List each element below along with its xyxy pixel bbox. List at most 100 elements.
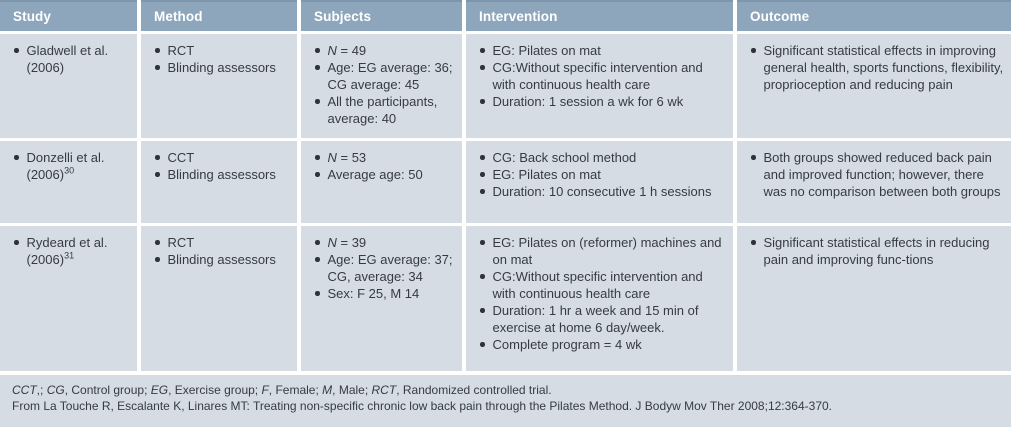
column-header-method: Method: [141, 0, 297, 31]
bullet-item: CG:Without specific intervention and wit…: [477, 59, 728, 93]
item-text: Blinding assessors: [167, 167, 276, 182]
bullet-item: Duration: 1 hr a week and 15 min of exer…: [477, 302, 728, 336]
item-text: RCT: [167, 235, 195, 250]
cell-subjects: N = 53 Average age: 50: [301, 141, 462, 223]
cell-method: CCT Blinding assessors: [141, 141, 297, 223]
bullet-icon: [751, 155, 756, 160]
footnote-abbreviations: CCT,; CG, Control group; EG, Exercise gr…: [12, 383, 552, 397]
bullet-icon: [14, 155, 19, 160]
bullet-item: CG:Without specific intervention and wit…: [477, 268, 728, 302]
item-text: EG: Pilates on (reformer) machines and o…: [492, 235, 722, 267]
item-text: Age: EG average: 36; CG average: 45: [327, 60, 453, 92]
bullet-icon: [480, 342, 485, 347]
item-text: CCT: [167, 150, 195, 165]
bullet-item: Blinding assessors: [152, 251, 292, 268]
bullet-item: Blinding assessors: [152, 59, 292, 76]
bullet-item: Complete program = 4 wk: [477, 336, 728, 353]
column-header-study: Study: [0, 0, 137, 31]
bullet-item: Blinding assessors: [152, 166, 292, 183]
item-text: Duration: 1 session a wk for 6 wk: [492, 94, 684, 109]
bullet-icon: [480, 189, 485, 194]
bullet-icon: [480, 308, 485, 313]
bullet-item: N = 53: [312, 149, 457, 166]
bullet-item: Gladwell et al. (2006): [11, 42, 132, 76]
bullet-item: Age: EG average: 37; CG, average: 34: [312, 251, 457, 285]
bullet-item: Age: EG average: 36; CG average: 45: [312, 59, 457, 93]
cell-subjects: N = 49 Age: EG average: 36; CG average: 4…: [301, 34, 462, 138]
bullet-item: CG: Back school method: [477, 149, 728, 166]
bullet-icon: [315, 172, 320, 177]
item-text: Significant statistical effects in impro…: [763, 43, 1004, 92]
item-text: Donzelli et al. (2006)30: [26, 150, 105, 182]
item-text: N = 53: [327, 150, 367, 165]
bullet-item: EG: Pilates on (reformer) machines and o…: [477, 234, 728, 268]
bullet-item: Donzelli et al. (2006)30: [11, 149, 132, 183]
item-text: EG: Pilates on mat: [492, 167, 601, 182]
item-text: Significant statistical effects in reduc…: [763, 235, 990, 267]
item-text: Duration: 1 hr a week and 15 min of exer…: [492, 303, 699, 335]
item-text: N = 39: [327, 235, 367, 250]
bullet-icon: [315, 155, 320, 160]
bullet-item: Duration: 1 session a wk for 6 wk: [477, 93, 728, 110]
bullet-icon: [155, 257, 160, 262]
bullet-icon: [751, 240, 756, 245]
item-text: Gladwell et al. (2006): [26, 43, 109, 75]
cell-study: Donzelli et al. (2006)30: [0, 141, 137, 223]
bullet-item: EG: Pilates on mat: [477, 42, 728, 59]
item-text: Average age: 50: [327, 167, 423, 182]
bullet-item: Sex: F 25, M 14: [312, 285, 457, 302]
bullet-item: Average age: 50: [312, 166, 457, 183]
bullet-item: Rydeard et al. (2006)31: [11, 234, 132, 268]
bullet-icon: [480, 48, 485, 53]
bullet-item: Duration: 10 consecutive 1 h sessions: [477, 183, 728, 200]
bullet-item: CCT: [152, 149, 292, 166]
cell-intervention: EG: Pilates on mat CG:Without specific in…: [466, 34, 733, 138]
item-text: N = 49: [327, 43, 367, 58]
cell-outcome: Significant statistical effects in reduc…: [737, 226, 1011, 371]
cell-method: RCT Blinding assessors: [141, 226, 297, 371]
item-text: All the participants, average: 40: [327, 94, 438, 126]
bullet-icon: [155, 48, 160, 53]
item-text: Duration: 10 consecutive 1 h sessions: [492, 184, 712, 199]
cell-study: Gladwell et al. (2006): [0, 34, 137, 138]
bullet-icon: [480, 155, 485, 160]
bullet-item: EG: Pilates on mat: [477, 166, 728, 183]
column-header-subjects: Subjects: [301, 0, 462, 31]
item-text: CG:Without specific intervention and wit…: [492, 269, 703, 301]
bullet-icon: [480, 240, 485, 245]
item-text: RCT: [167, 43, 195, 58]
bullet-icon: [480, 274, 485, 279]
bullet-icon: [14, 240, 19, 245]
bullet-icon: [155, 65, 160, 70]
item-text: Complete program = 4 wk: [492, 337, 642, 352]
cell-study: Rydeard et al. (2006)31: [0, 226, 137, 371]
bullet-item: RCT: [152, 234, 292, 251]
item-text: EG: Pilates on mat: [492, 43, 601, 58]
bullet-item: Significant statistical effects in reduc…: [748, 234, 1006, 268]
item-text: Blinding assessors: [167, 252, 276, 267]
bullet-icon: [155, 172, 160, 177]
cell-method: RCT Blinding assessors: [141, 34, 297, 138]
bullet-item: N = 39: [312, 234, 457, 251]
cell-outcome: Both groups showed reduced back pain and…: [737, 141, 1011, 223]
bullet-icon: [480, 172, 485, 177]
footnote-source: From La Touche R, Escalante K, Linares M…: [12, 399, 832, 413]
bullet-item: RCT: [152, 42, 292, 59]
bullet-icon: [155, 240, 160, 245]
bullet-icon: [751, 48, 756, 53]
item-text: Both groups showed reduced back pain and…: [763, 150, 1001, 199]
bullet-item: Significant statistical effects in impro…: [748, 42, 1006, 93]
item-text: Age: EG average: 37; CG, average: 34: [327, 252, 453, 284]
cell-outcome: Significant statistical effects in impro…: [737, 34, 1011, 138]
footnote-area: CCT,; CG, Control group; EG, Exercise gr…: [0, 375, 1011, 427]
item-text: Sex: F 25, M 14: [327, 286, 420, 301]
item-text: CG: Back school method: [492, 150, 637, 165]
column-header-outcome: Outcome: [737, 0, 1011, 31]
cell-intervention: CG: Back school method EG: Pilates on mat…: [466, 141, 733, 223]
bullet-icon: [480, 65, 485, 70]
bullet-item: All the participants, average: 40: [312, 93, 457, 127]
cell-intervention: EG: Pilates on (reformer) machines and o…: [466, 226, 733, 371]
bullet-item: Both groups showed reduced back pain and…: [748, 149, 1006, 200]
bullet-icon: [480, 99, 485, 104]
